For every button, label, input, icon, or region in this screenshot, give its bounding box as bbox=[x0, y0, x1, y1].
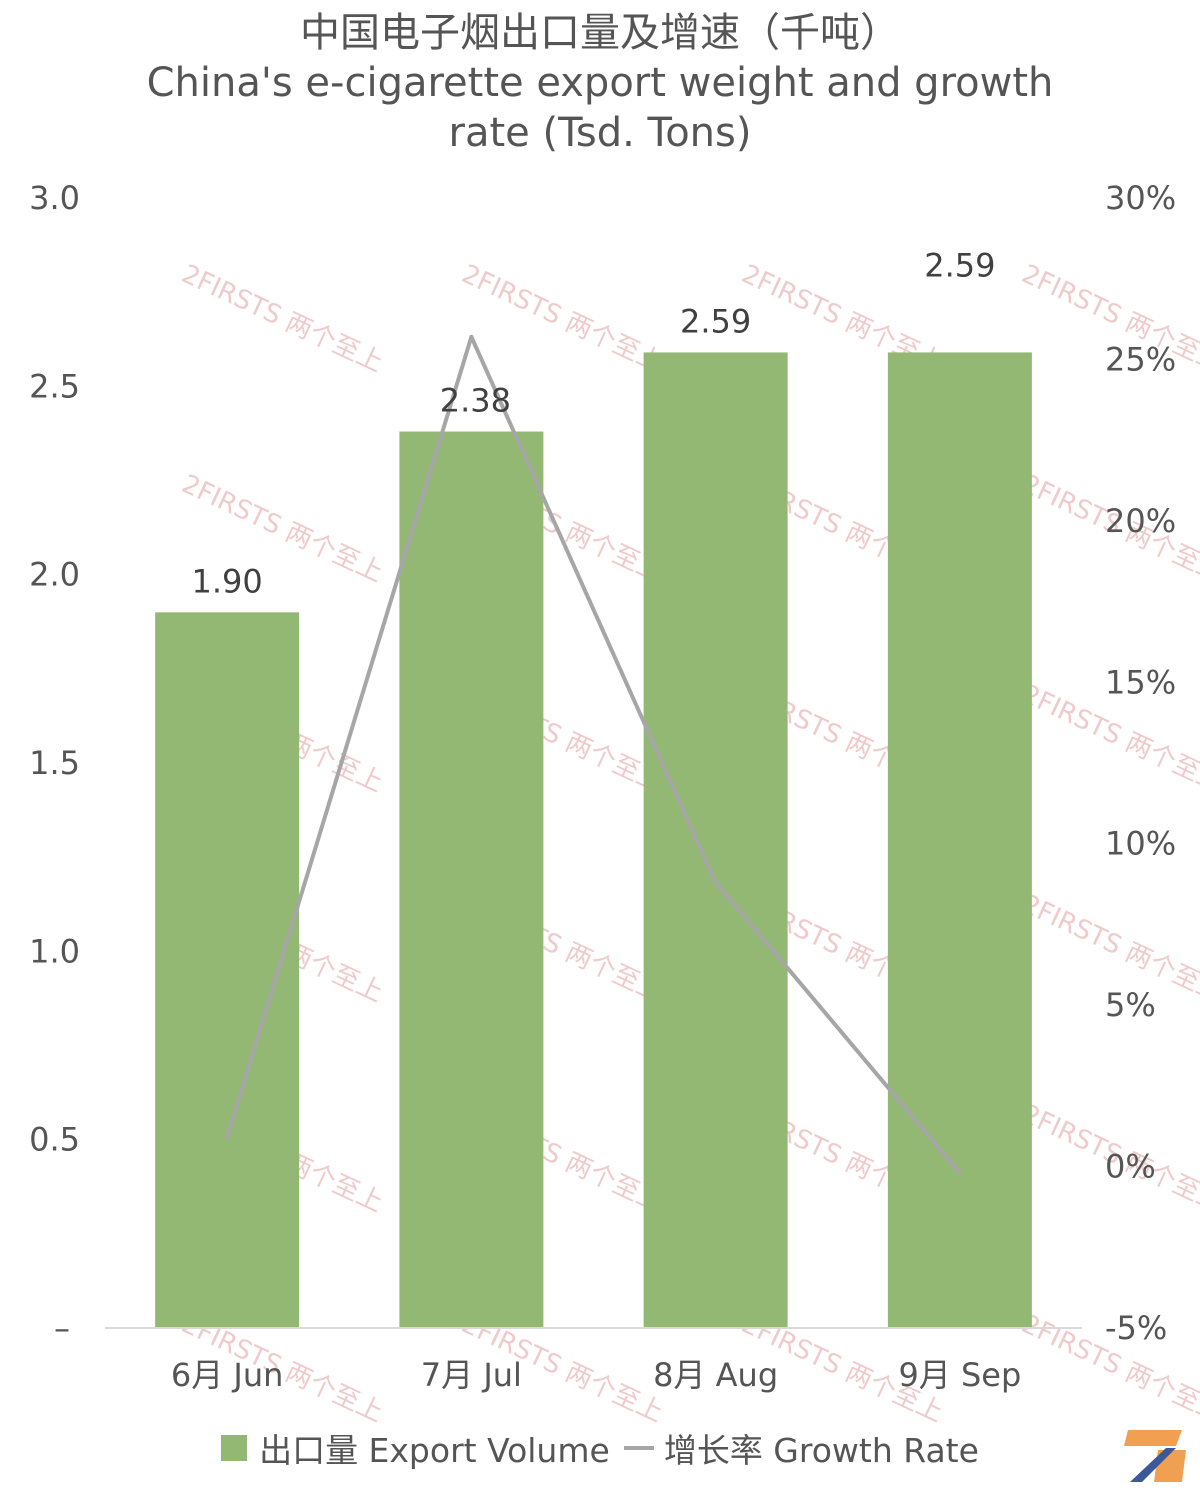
brand-logo-icon bbox=[1124, 1430, 1186, 1482]
legend-line-swatch bbox=[623, 1446, 654, 1450]
right-axis-ticks: -5% 0% 5% 10% 15% 20% 25% 30% bbox=[1105, 179, 1176, 1347]
chart-title-en-line1: China's e-cigarette export weight and gr… bbox=[146, 60, 1054, 106]
category-label: 6月 Jun bbox=[171, 1356, 284, 1394]
left-axis-tick-label: 1.5 bbox=[29, 744, 80, 782]
bar-data-label: 1.90 bbox=[192, 562, 263, 600]
category-label: 8月 Aug bbox=[653, 1356, 778, 1394]
right-axis-tick-label: -5% bbox=[1105, 1309, 1167, 1347]
legend: 出口量 Export Volume 增长率 Growth Rate bbox=[0, 1424, 1200, 1472]
right-axis-tick-label: 25% bbox=[1105, 340, 1176, 378]
bar-data-label: 2.59 bbox=[924, 246, 995, 284]
legend-bar-swatch bbox=[221, 1435, 248, 1461]
category-labels: 6月 Jun 7月 Jul 8月 Aug 9月 Sep bbox=[171, 1356, 1021, 1394]
growth-line-series bbox=[225, 334, 962, 1176]
category-label: 9月 Sep bbox=[898, 1356, 1021, 1394]
right-axis-tick-label: 30% bbox=[1105, 179, 1176, 217]
data-labels: 1.90 2.38 2.59 2.59 bbox=[192, 246, 996, 600]
bar bbox=[155, 612, 300, 1328]
left-axis-tick-label: – bbox=[54, 1309, 70, 1347]
legend-bar-label: 出口量 Export Volume bbox=[259, 1431, 610, 1470]
category-label: 7月 Jul bbox=[421, 1356, 522, 1394]
left-axis-tick-label: 2.0 bbox=[29, 556, 80, 594]
legend-line-label: 增长率 Growth Rate bbox=[663, 1431, 979, 1470]
left-axis-tick-label: 3.0 bbox=[29, 179, 80, 217]
watermark-text: 2FIRSTS 两个至上 bbox=[177, 259, 388, 378]
bar bbox=[643, 352, 788, 1328]
growth-point bbox=[713, 880, 718, 885]
left-axis-tick-label: 2.5 bbox=[29, 367, 80, 405]
growth-line bbox=[225, 334, 962, 1175]
chart-title-en-line2: rate (Tsd. Tons) bbox=[448, 110, 752, 156]
left-axis-tick-label: 0.5 bbox=[29, 1121, 80, 1159]
left-axis-tick-label: 1.0 bbox=[29, 932, 80, 970]
right-axis-tick-label: 5% bbox=[1105, 986, 1156, 1024]
bar-data-label: 2.38 bbox=[440, 382, 511, 420]
bar bbox=[887, 352, 1032, 1328]
chart-title-zh: 中国电子烟出口量及增速（千吨） bbox=[300, 10, 900, 56]
growth-point bbox=[957, 1171, 962, 1176]
right-axis-tick-label: 15% bbox=[1105, 663, 1176, 701]
left-axis-ticks: – 0.5 1.0 1.5 2.0 2.5 3.0 bbox=[29, 179, 80, 1347]
bar-data-label: 2.59 bbox=[680, 302, 751, 340]
right-axis-tick-label: 10% bbox=[1105, 825, 1176, 863]
right-axis-tick-label: 20% bbox=[1105, 502, 1176, 540]
bar-series bbox=[155, 352, 1032, 1328]
growth-point bbox=[225, 1135, 230, 1140]
growth-point bbox=[469, 334, 474, 339]
right-axis-tick-label: 0% bbox=[1105, 1148, 1156, 1186]
chart-title: 中国电子烟出口量及增速（千吨） China's e-cigarette expo… bbox=[0, 8, 1200, 158]
watermark-text: 2FIRSTS 两个至上 bbox=[457, 259, 668, 378]
bar bbox=[399, 431, 544, 1328]
